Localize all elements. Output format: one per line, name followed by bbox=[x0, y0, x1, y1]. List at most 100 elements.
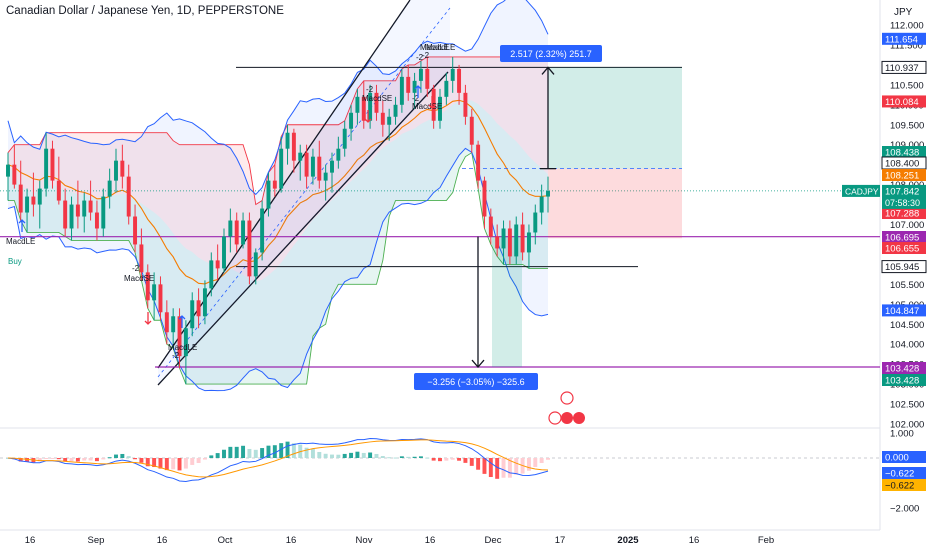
candle-body bbox=[139, 244, 144, 273]
macd-histogram-bar bbox=[501, 458, 506, 478]
macd-histogram-bar bbox=[120, 453, 125, 458]
candle-body bbox=[75, 204, 80, 217]
channel-lower-fill bbox=[8, 99, 548, 385]
candle-body bbox=[304, 152, 309, 177]
bollinger-fill bbox=[8, 0, 548, 391]
countdown-text: 07:58:30 bbox=[885, 198, 920, 208]
signal-label-long: MacdLE bbox=[6, 237, 35, 246]
time-tick: 2025 bbox=[617, 535, 639, 546]
price-label-support-level bbox=[881, 260, 927, 274]
candle-body bbox=[63, 200, 68, 229]
macd-histogram-bar bbox=[183, 458, 188, 469]
macd-histogram-bar bbox=[164, 458, 169, 471]
candle-body bbox=[514, 224, 519, 257]
position-target-zone bbox=[548, 67, 682, 169]
signal-label-num: -2 bbox=[416, 53, 424, 62]
macd-histogram-bar bbox=[171, 458, 176, 470]
price-label-green-level-1 bbox=[882, 146, 926, 158]
signal-label-num: -2 bbox=[172, 351, 180, 360]
price-tick: 104.000 bbox=[890, 340, 924, 351]
candle-body bbox=[31, 196, 36, 205]
price-label-text: 105.945 bbox=[885, 262, 919, 273]
macd-histogram-bar bbox=[438, 458, 442, 462]
measure-up-arrowhead bbox=[541, 66, 555, 75]
macd-histogram-bar bbox=[56, 458, 61, 460]
price-tick: 110.500 bbox=[890, 80, 924, 91]
macd-histogram-bar bbox=[291, 443, 296, 458]
event-icon bbox=[573, 412, 585, 424]
macd-histogram-bar bbox=[266, 445, 271, 458]
macd-histogram-bar bbox=[533, 458, 538, 467]
macd-histogram-bar bbox=[431, 458, 436, 461]
position-stop-zone bbox=[548, 168, 682, 239]
time-tick: 16 bbox=[286, 535, 297, 546]
candle-body bbox=[12, 164, 17, 185]
signal-line bbox=[7, 439, 549, 478]
candle-body bbox=[234, 220, 239, 245]
candle-body bbox=[69, 204, 74, 229]
candle-body bbox=[285, 132, 290, 149]
macd-histogram-bar bbox=[323, 453, 328, 458]
candle-body bbox=[533, 212, 538, 233]
candle-body bbox=[418, 68, 423, 81]
macd-histogram-bar bbox=[355, 451, 360, 458]
macd-histogram-bar bbox=[177, 458, 182, 471]
macd-histogram-bar bbox=[190, 458, 195, 465]
macd-label-text: −0.622 bbox=[885, 481, 914, 492]
macd-histogram-bar bbox=[260, 448, 265, 458]
time-tick: Feb bbox=[758, 535, 774, 546]
candle-body bbox=[406, 76, 411, 93]
signal-arrowhead bbox=[364, 118, 372, 123]
event-icon bbox=[560, 391, 574, 405]
macd-histogram-bar bbox=[253, 449, 258, 458]
macd-histogram-bar bbox=[37, 458, 42, 462]
signal-label-num: -2 bbox=[132, 264, 140, 273]
event-icon bbox=[561, 412, 573, 424]
macd-histogram-bar bbox=[69, 458, 74, 462]
candle-body bbox=[6, 164, 10, 177]
candle-body bbox=[463, 92, 468, 117]
macd-tick: 1.000 bbox=[890, 429, 914, 440]
macd-histogram-bar bbox=[241, 445, 246, 458]
price-label-purple-line-2 bbox=[882, 362, 926, 374]
candle-body bbox=[37, 188, 42, 205]
price-tick: 109.500 bbox=[890, 120, 924, 131]
signal-label-num: -2 bbox=[412, 94, 420, 103]
measure-down-label: −3.256 (−3.05%) −325.6 bbox=[427, 377, 524, 387]
price-label-lower-band bbox=[882, 304, 926, 317]
candle-body bbox=[507, 228, 512, 257]
time-tick: 16 bbox=[689, 535, 700, 546]
candle-body bbox=[336, 148, 341, 161]
measure-down-label-bg bbox=[414, 373, 538, 390]
macd-histogram-bar bbox=[209, 455, 214, 458]
candle-body bbox=[260, 208, 265, 253]
candle-body bbox=[393, 104, 398, 117]
macd-histogram-bar bbox=[126, 456, 131, 458]
candle-body bbox=[120, 160, 125, 177]
signal-arrowhead bbox=[18, 219, 26, 224]
macd-label-text: −0.622 bbox=[885, 469, 914, 480]
candle-body bbox=[145, 272, 150, 301]
macd-histogram-bar bbox=[133, 458, 138, 460]
macd-histogram-bar bbox=[418, 456, 423, 458]
macd-histogram-bar bbox=[50, 458, 55, 459]
macd-histogram-bar bbox=[285, 441, 290, 458]
candle-body bbox=[164, 312, 169, 333]
time-tick: Sep bbox=[88, 535, 105, 546]
candle-body bbox=[56, 180, 61, 201]
macd-histogram-bar bbox=[88, 458, 93, 461]
signal-label-short: MacdSE bbox=[124, 274, 154, 283]
macd-histogram-bar bbox=[101, 458, 106, 460]
measure-down-zone bbox=[492, 236, 522, 368]
candle-body bbox=[228, 220, 233, 237]
macd-histogram-bar bbox=[139, 458, 144, 463]
signal-label-long: MacdLE bbox=[420, 43, 449, 52]
candle-body bbox=[317, 156, 322, 181]
price-label-text: 106.695 bbox=[885, 233, 919, 244]
macd-histogram-bar bbox=[145, 458, 150, 467]
candle-body bbox=[488, 216, 493, 237]
candle-body bbox=[291, 132, 296, 161]
macd-histogram-bar bbox=[444, 458, 449, 461]
macd-histogram-bar bbox=[526, 458, 531, 471]
